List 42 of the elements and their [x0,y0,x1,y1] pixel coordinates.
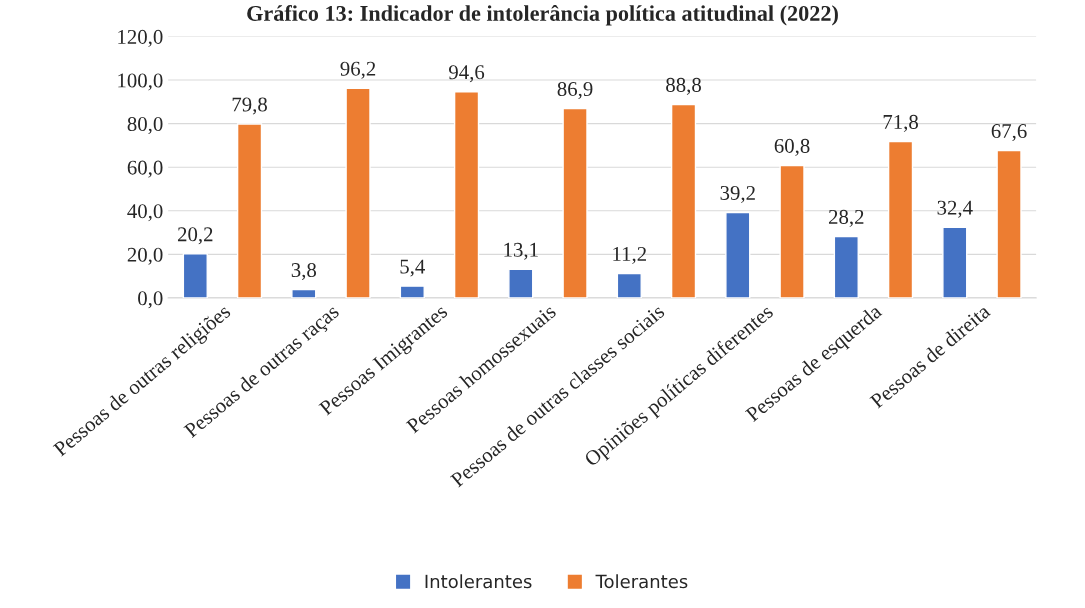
y-tick-label: 40,0 [127,204,163,222]
bar [670,103,697,298]
chart-title: Gráfico 13: Indicador de intolerância política atitudinal (2022) [247,5,838,26]
data-label: 94,6 [448,65,485,83]
y-tick-label: 20,0 [127,247,163,265]
data-label: 11,2 [613,246,646,264]
data-label: 71,8 [883,114,918,132]
data-label: 5,4 [400,259,425,277]
bar [833,235,859,298]
data-label: 20,2 [177,227,213,245]
data-label: 88,8 [666,77,701,95]
bar [942,226,968,298]
y-tick-label: 0,0 [138,291,163,309]
bar [725,211,751,298]
data-label: 60,8 [774,138,810,156]
y-tick-label: 80,0 [127,117,163,135]
data-label: 3,8 [291,263,317,281]
bar [453,91,480,298]
data-label: 96,2 [340,61,376,79]
bar [291,288,317,298]
bar [182,253,208,298]
bar [887,140,914,298]
y-tick-label: 60,0 [127,160,163,178]
bar [399,285,425,298]
bar [779,164,805,298]
bar [562,107,588,298]
data-label: 86,9 [557,81,593,100]
legend-label: Intolerantes [425,574,532,589]
data-label: 28,2 [828,209,864,227]
y-tick-label: 120,0 [118,29,163,47]
bar [508,268,534,298]
y-tick-label: 100,0 [118,73,163,91]
data-label: 39,2 [720,185,755,203]
bar [616,272,642,298]
data-label: 13,1 [504,242,538,260]
bar [996,149,1022,298]
bar [345,87,371,298]
data-label: 67,6 [991,124,1027,142]
data-label: 32,4 [937,200,973,218]
bar [236,123,263,298]
legend-label: Tolerantes [595,574,688,589]
data-label: 79,8 [232,97,267,115]
